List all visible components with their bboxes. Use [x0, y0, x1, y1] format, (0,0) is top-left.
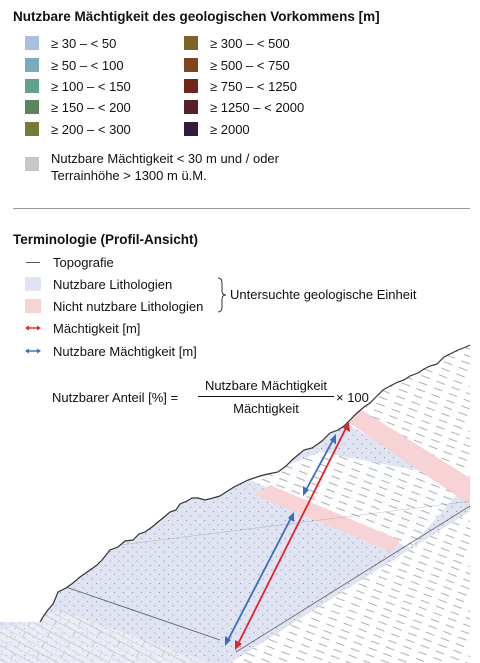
- term-thickness: Mächtigkeit [m]: [25, 320, 140, 336]
- formula-rhs: × 100: [336, 390, 369, 405]
- legend-item-100-150: ≥ 100 – < 150: [25, 78, 131, 94]
- legend-label: ≥ 200 – < 300: [51, 121, 131, 137]
- legend-label: ≥ 500 – < 750: [210, 57, 290, 73]
- legend-swatch: [25, 122, 39, 136]
- unusable-swatch: [25, 299, 41, 313]
- legend-item-300-500: ≥ 300 – < 500: [184, 35, 290, 51]
- formula-numerator: Nutzbare Mächtigkeit: [204, 378, 328, 393]
- legend-swatch: [184, 79, 198, 93]
- term-usable-lithologies: Nutzbare Lithologien: [25, 276, 172, 292]
- formula-lhs: Nutzbarer Anteil [%] =: [52, 390, 179, 405]
- legend-item-2000: ≥ 2000: [184, 121, 250, 137]
- legend-swatch: [25, 79, 39, 93]
- legend-swatch: [184, 100, 198, 114]
- section-divider: [13, 208, 470, 209]
- legend-label: ≥ 50 – < 100: [51, 57, 124, 73]
- legend-label: ≥ 30 – < 50: [51, 35, 117, 51]
- topography-line-icon: [25, 255, 41, 269]
- formula-denominator: Mächtigkeit: [233, 401, 299, 416]
- legend-note: Nutzbare Mächtigkeit < 30 m und / oder T…: [25, 150, 279, 184]
- legend-label: ≥ 150 – < 200: [51, 99, 131, 115]
- term-label: Nutzbare Lithologien: [53, 276, 173, 292]
- legend-swatch-grey: [25, 157, 39, 171]
- term-label: Topografie: [53, 254, 114, 270]
- term-label: Nicht nutzbare Lithologien: [53, 298, 204, 314]
- legend-swatch: [184, 36, 198, 50]
- term-label: Mächtigkeit [m]: [53, 320, 141, 336]
- thickness-arrow: [235, 422, 350, 650]
- usable-thickness-arrow-upper: [303, 434, 336, 496]
- legend-item-50-100: ≥ 50 – < 100: [25, 57, 124, 73]
- note-line-1: Nutzbare Mächtigkeit < 30 m und / oder: [51, 151, 279, 166]
- legend-swatch: [184, 58, 198, 72]
- term-label: Nutzbare Mächtigkeit [m]: [53, 343, 197, 359]
- legend-title: Nutzbare Mächtigkeit des geologischen Vo…: [13, 9, 380, 24]
- legend-item-200-300: ≥ 200 – < 300: [25, 121, 131, 137]
- legend-swatch: [184, 122, 198, 136]
- legend-label: ≥ 1250 – < 2000: [210, 99, 305, 115]
- legend-item-500-750: ≥ 500 – < 750: [184, 57, 290, 73]
- legend-swatch: [25, 58, 39, 72]
- legend-swatch: [25, 36, 39, 50]
- red-double-arrow-icon: [25, 325, 41, 331]
- formula-fraction-bar: [198, 396, 334, 397]
- topography-line: [39, 344, 471, 623]
- term-topography: Topografie: [25, 254, 114, 270]
- unit-label: Untersuchte geologische Einheit: [230, 287, 417, 302]
- usable-share-formula: Nutzbarer Anteil [%] = Nutzbare Mächtigk…: [52, 377, 382, 419]
- legend-label: ≥ 100 – < 150: [51, 78, 131, 94]
- note-line-2: Terrainhöhe > 1300 m ü.M.: [51, 168, 207, 183]
- legend-item-1250-2000: ≥ 1250 – < 2000: [184, 99, 304, 115]
- legend-label: ≥ 750 – < 1250: [210, 78, 298, 94]
- term-usable-thickness: Nutzbare Mächtigkeit [m]: [25, 343, 197, 359]
- legend-item-750-1250: ≥ 750 – < 1250: [184, 78, 297, 94]
- legend-swatch: [25, 100, 39, 114]
- legend-item-30-50: ≥ 30 – < 50: [25, 35, 116, 51]
- usable-thickness-arrow-lower: [225, 512, 294, 646]
- legend-item-150-200: ≥ 150 – < 200: [25, 99, 131, 115]
- legend-label: ≥ 300 – < 500: [210, 35, 290, 51]
- term-unusable-lithologies: Nicht nutzbare Lithologien: [25, 298, 203, 314]
- curly-brace-icon: [217, 277, 227, 313]
- legend-label: ≥ 2000: [210, 121, 250, 137]
- usable-swatch: [25, 277, 41, 291]
- terminology-title: Terminologie (Profil-Ansicht): [13, 232, 198, 247]
- blue-double-arrow-icon: [25, 348, 41, 354]
